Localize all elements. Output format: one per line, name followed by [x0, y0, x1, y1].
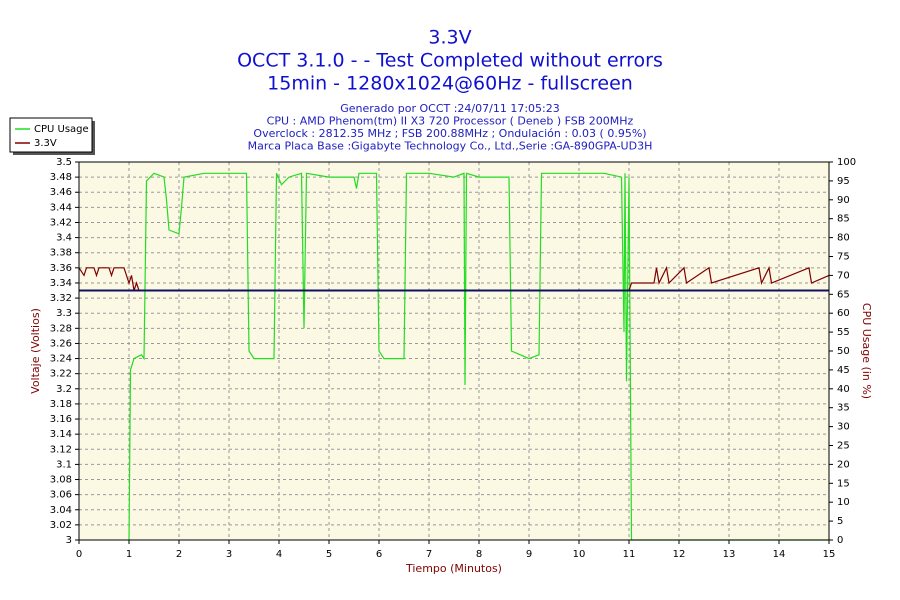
y-tick-label: 3.2 — [56, 384, 72, 395]
y-tick-label: 3.26 — [50, 338, 72, 349]
y-tick-label: 3.48 — [50, 172, 72, 183]
y-tick-label: 3.04 — [50, 505, 72, 516]
y-tick-label: 3.06 — [50, 490, 72, 501]
legend-label: 3.3V — [34, 138, 57, 149]
x-tick-label: 9 — [526, 549, 532, 560]
y2-tick-label: 0 — [837, 535, 843, 546]
y-tick-label: 3.5 — [56, 157, 72, 168]
y2-tick-label: 70 — [837, 270, 850, 281]
x-tick-label: 11 — [623, 549, 636, 560]
y2-tick-label: 20 — [837, 459, 850, 470]
y-tick-label: 3.18 — [50, 399, 72, 410]
y2-tick-label: 65 — [837, 289, 850, 300]
y-tick-label: 3.42 — [50, 217, 72, 228]
series-line — [78, 265, 830, 292]
y2-tick-label: 45 — [837, 365, 850, 376]
y-tick-label: 3.22 — [50, 369, 72, 380]
x-tick-label: 5 — [326, 549, 332, 560]
y-tick-label: 3.3 — [56, 308, 72, 319]
x-tick-label: 12 — [673, 549, 686, 560]
chart-title: 3.3V — [428, 27, 471, 49]
series-line — [128, 172, 829, 541]
info-line: CPU : AMD Phenom(tm) II X3 720 Processor… — [267, 115, 634, 128]
y-axis-label: Voltaje (Voltios) — [29, 308, 42, 394]
y2-tick-label: 55 — [837, 327, 850, 338]
y-tick-label: 3.02 — [50, 520, 72, 531]
legend-label: CPU Usage — [34, 124, 89, 135]
info-line: Marca Placa Base :Gigabyte Technology Co… — [248, 140, 653, 153]
x-tick-label: 10 — [573, 549, 586, 560]
y2-tick-label: 15 — [837, 478, 850, 489]
chart-subtitle: 15min - 1280x1024@60Hz - fullscreen — [267, 73, 633, 95]
chart-subtitle: OCCT 3.1.0 - - Test Completed without er… — [237, 50, 663, 72]
y2-tick-label: 25 — [837, 441, 850, 452]
y-tick-label: 3.08 — [50, 475, 72, 486]
y-tick-label: 3.12 — [50, 444, 72, 455]
y2-tick-label: 90 — [837, 195, 850, 206]
y-tick-label: 3.1 — [56, 459, 72, 470]
y2-tick-label: 30 — [837, 422, 850, 433]
y2-tick-label: 95 — [837, 176, 850, 187]
y-tick-label: 3 — [66, 535, 72, 546]
x-tick-label: 1 — [126, 549, 132, 560]
y2-tick-label: 35 — [837, 403, 850, 414]
x-tick-label: 3 — [226, 549, 232, 560]
x-tick-label: 13 — [723, 549, 736, 560]
x-tick-label: 15 — [823, 549, 836, 560]
y-tick-label: 3.36 — [50, 263, 72, 274]
y-tick-label: 3.34 — [50, 278, 72, 289]
y2-tick-label: 50 — [837, 346, 850, 357]
y-tick-label: 3.44 — [50, 202, 72, 213]
x-tick-label: 6 — [376, 549, 382, 560]
y2-tick-label: 10 — [837, 497, 850, 508]
y2-tick-label: 100 — [837, 157, 856, 168]
y2-tick-label: 85 — [837, 214, 850, 225]
y-tick-label: 3.38 — [50, 248, 72, 259]
y2-tick-label: 40 — [837, 384, 850, 395]
y2-tick-label: 5 — [837, 516, 843, 527]
x-tick-label: 4 — [276, 549, 282, 560]
y-tick-label: 3.14 — [50, 429, 72, 440]
y2-axis-label: CPU Usage (in %) — [860, 303, 873, 399]
y2-tick-label: 60 — [837, 308, 850, 319]
y-tick-label: 3.4 — [56, 233, 72, 244]
info-line: Generado por OCCT :24/07/11 17:05:23 — [340, 102, 559, 115]
x-tick-label: 14 — [773, 549, 786, 560]
x-tick-label: 2 — [176, 549, 182, 560]
x-axis-label: Tiempo (Minutos) — [405, 562, 502, 575]
y-tick-label: 3.16 — [50, 414, 72, 425]
plot-area — [79, 162, 829, 540]
y-tick-label: 3.32 — [50, 293, 72, 304]
y-tick-label: 3.28 — [50, 323, 72, 334]
x-tick-label: 7 — [426, 549, 432, 560]
legend — [9, 117, 93, 153]
plot-frame — [78, 161, 830, 541]
x-tick-label: 0 — [76, 549, 82, 560]
info-line: Overclock : 2812.35 MHz ; FSB 200.88MHz … — [253, 127, 646, 140]
y-tick-label: 3.24 — [50, 354, 72, 365]
y-tick-label: 3.46 — [50, 187, 72, 198]
x-tick-label: 8 — [476, 549, 482, 560]
y2-tick-label: 75 — [837, 252, 850, 263]
y2-tick-label: 80 — [837, 233, 850, 244]
